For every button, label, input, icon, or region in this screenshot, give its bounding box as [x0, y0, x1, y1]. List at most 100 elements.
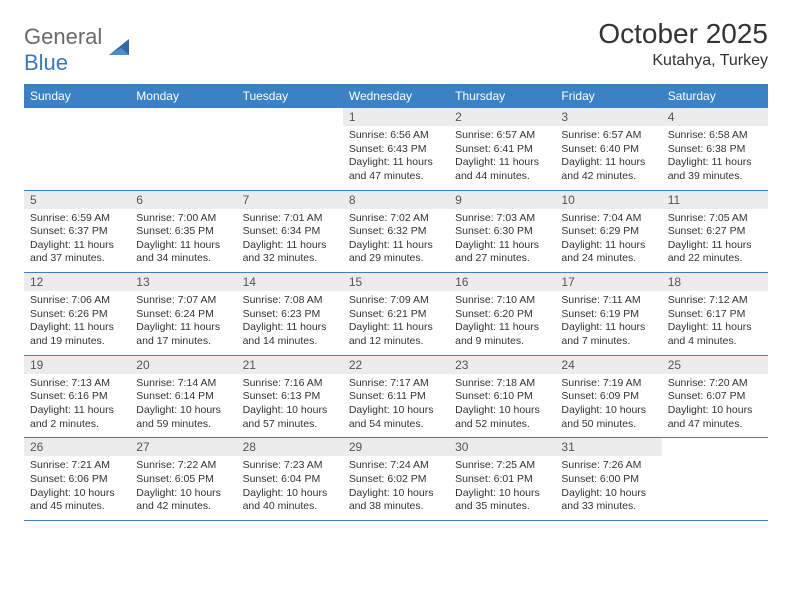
- sunset-line: Sunset: 6:35 PM: [136, 225, 230, 239]
- daylight-line: Daylight: 10 hours and 40 minutes.: [243, 487, 337, 514]
- sunset-line: Sunset: 6:34 PM: [243, 225, 337, 239]
- day-number: 7: [237, 191, 343, 209]
- day-number: 23: [449, 356, 555, 374]
- sunset-line: Sunset: 6:19 PM: [561, 308, 655, 322]
- sunset-line: Sunset: 6:24 PM: [136, 308, 230, 322]
- weekday-header: Monday: [130, 84, 236, 108]
- sunrise-line: Sunrise: 7:10 AM: [455, 294, 549, 308]
- day-number: [662, 438, 768, 456]
- day-details: Sunrise: 6:58 AMSunset: 6:38 PMDaylight:…: [662, 126, 768, 190]
- weekday-header: Sunday: [24, 84, 130, 108]
- calendar-day-cell: 12Sunrise: 7:06 AMSunset: 6:26 PMDayligh…: [24, 273, 130, 356]
- day-details: Sunrise: 7:24 AMSunset: 6:02 PMDaylight:…: [343, 456, 449, 520]
- calendar-day-cell: [237, 108, 343, 190]
- day-number: 22: [343, 356, 449, 374]
- sunset-line: Sunset: 6:26 PM: [30, 308, 124, 322]
- day-number: 27: [130, 438, 236, 456]
- daylight-line: Daylight: 11 hours and 44 minutes.: [455, 156, 549, 183]
- day-details: Sunrise: 6:57 AMSunset: 6:40 PMDaylight:…: [555, 126, 661, 190]
- daylight-line: Daylight: 11 hours and 9 minutes.: [455, 321, 549, 348]
- daylight-line: Daylight: 10 hours and 45 minutes.: [30, 487, 124, 514]
- calendar-header-row: SundayMondayTuesdayWednesdayThursdayFrid…: [24, 84, 768, 108]
- day-number: 1: [343, 108, 449, 126]
- day-number: 2: [449, 108, 555, 126]
- calendar-week-row: 26Sunrise: 7:21 AMSunset: 6:06 PMDayligh…: [24, 438, 768, 521]
- day-number: 29: [343, 438, 449, 456]
- calendar-day-cell: 2Sunrise: 6:57 AMSunset: 6:41 PMDaylight…: [449, 108, 555, 190]
- calendar-day-cell: 6Sunrise: 7:00 AMSunset: 6:35 PMDaylight…: [130, 190, 236, 273]
- sunrise-line: Sunrise: 7:26 AM: [561, 459, 655, 473]
- calendar-week-row: 5Sunrise: 6:59 AMSunset: 6:37 PMDaylight…: [24, 190, 768, 273]
- daylight-line: Daylight: 11 hours and 12 minutes.: [349, 321, 443, 348]
- calendar-day-cell: 9Sunrise: 7:03 AMSunset: 6:30 PMDaylight…: [449, 190, 555, 273]
- calendar-day-cell: 10Sunrise: 7:04 AMSunset: 6:29 PMDayligh…: [555, 190, 661, 273]
- sunset-line: Sunset: 6:38 PM: [668, 143, 762, 157]
- sunset-line: Sunset: 6:14 PM: [136, 390, 230, 404]
- day-number: 21: [237, 356, 343, 374]
- sunset-line: Sunset: 6:29 PM: [561, 225, 655, 239]
- daylight-line: Daylight: 11 hours and 32 minutes.: [243, 239, 337, 266]
- day-number: [130, 108, 236, 126]
- day-details: [24, 126, 130, 184]
- sunrise-line: Sunrise: 7:00 AM: [136, 212, 230, 226]
- brand-name-b: Blue: [24, 50, 68, 75]
- day-details: Sunrise: 7:20 AMSunset: 6:07 PMDaylight:…: [662, 374, 768, 438]
- daylight-line: Daylight: 10 hours and 42 minutes.: [136, 487, 230, 514]
- day-details: Sunrise: 7:04 AMSunset: 6:29 PMDaylight:…: [555, 209, 661, 273]
- daylight-line: Daylight: 11 hours and 42 minutes.: [561, 156, 655, 183]
- sunset-line: Sunset: 6:13 PM: [243, 390, 337, 404]
- sunset-line: Sunset: 6:27 PM: [668, 225, 762, 239]
- sunrise-line: Sunrise: 7:22 AM: [136, 459, 230, 473]
- calendar-day-cell: 14Sunrise: 7:08 AMSunset: 6:23 PMDayligh…: [237, 273, 343, 356]
- daylight-line: Daylight: 10 hours and 35 minutes.: [455, 487, 549, 514]
- calendar-day-cell: 22 Sunrise: 7:17 AMSunset: 6:11 PMDayligh…: [343, 355, 449, 438]
- day-details: Sunrise: 7:13 AMSunset: 6:16 PMDaylight:…: [24, 374, 130, 438]
- sunset-line: Sunset: 6:30 PM: [455, 225, 549, 239]
- weekday-header: Thursday: [449, 84, 555, 108]
- sunset-line: Sunset: 6:10 PM: [455, 390, 549, 404]
- sunrise-line: Sunrise: 7:25 AM: [455, 459, 549, 473]
- sunrise-line: Sunrise: 7:17 AM: [349, 377, 443, 391]
- day-number: 5: [24, 191, 130, 209]
- day-details: Sunrise: 7:14 AMSunset: 6:14 PMDaylight:…: [130, 374, 236, 438]
- sunrise-line: Sunrise: 7:03 AM: [455, 212, 549, 226]
- day-details: Sunrise: 7:09 AMSunset: 6:21 PMDaylight:…: [343, 291, 449, 355]
- sunset-line: Sunset: 6:04 PM: [243, 473, 337, 487]
- day-number: 15: [343, 273, 449, 291]
- calendar-day-cell: 5Sunrise: 6:59 AMSunset: 6:37 PMDaylight…: [24, 190, 130, 273]
- day-details: [662, 456, 768, 514]
- calendar-day-cell: 21Sunrise: 7:16 AMSunset: 6:13 PMDayligh…: [237, 355, 343, 438]
- day-details: Sunrise: 7:18 AMSunset: 6:10 PMDaylight:…: [449, 374, 555, 438]
- brand-logo: General Blue: [24, 18, 133, 76]
- sunrise-line: Sunrise: 7:06 AM: [30, 294, 124, 308]
- daylight-line: Daylight: 10 hours and 33 minutes.: [561, 487, 655, 514]
- calendar-day-cell: 29Sunrise: 7:24 AMSunset: 6:02 PMDayligh…: [343, 438, 449, 521]
- page-title: October 2025: [598, 18, 768, 50]
- sunrise-line: Sunrise: 7:13 AM: [30, 377, 124, 391]
- calendar-day-cell: 23Sunrise: 7:18 AMSunset: 6:10 PMDayligh…: [449, 355, 555, 438]
- sunrise-line: Sunrise: 7:02 AM: [349, 212, 443, 226]
- calendar-day-cell: [24, 108, 130, 190]
- sunset-line: Sunset: 6:11 PM: [349, 390, 443, 404]
- sunset-line: Sunset: 6:43 PM: [349, 143, 443, 157]
- daylight-line: Daylight: 10 hours and 54 minutes.: [349, 404, 443, 431]
- sunset-line: Sunset: 6:40 PM: [561, 143, 655, 157]
- calendar-day-cell: 20Sunrise: 7:14 AMSunset: 6:14 PMDayligh…: [130, 355, 236, 438]
- sunrise-line: Sunrise: 7:05 AM: [668, 212, 762, 226]
- sunrise-line: Sunrise: 7:09 AM: [349, 294, 443, 308]
- daylight-line: Daylight: 11 hours and 47 minutes.: [349, 156, 443, 183]
- daylight-line: Daylight: 11 hours and 39 minutes.: [668, 156, 762, 183]
- day-details: Sunrise: 7:00 AMSunset: 6:35 PMDaylight:…: [130, 209, 236, 273]
- daylight-line: Daylight: 11 hours and 22 minutes.: [668, 239, 762, 266]
- page: General Blue October 2025 Kutahya, Turke…: [0, 0, 792, 531]
- sunrise-line: Sunrise: 7:18 AM: [455, 377, 549, 391]
- day-details: Sunrise: 7:02 AMSunset: 6:32 PMDaylight:…: [343, 209, 449, 273]
- daylight-line: Daylight: 10 hours and 47 minutes.: [668, 404, 762, 431]
- day-number: 31: [555, 438, 661, 456]
- sunset-line: Sunset: 6:00 PM: [561, 473, 655, 487]
- sunrise-line: Sunrise: 7:19 AM: [561, 377, 655, 391]
- day-details: Sunrise: 7:19 AMSunset: 6:09 PMDaylight:…: [555, 374, 661, 438]
- day-details: Sunrise: 7:26 AMSunset: 6:00 PMDaylight:…: [555, 456, 661, 520]
- day-number: 30: [449, 438, 555, 456]
- day-number: 4: [662, 108, 768, 126]
